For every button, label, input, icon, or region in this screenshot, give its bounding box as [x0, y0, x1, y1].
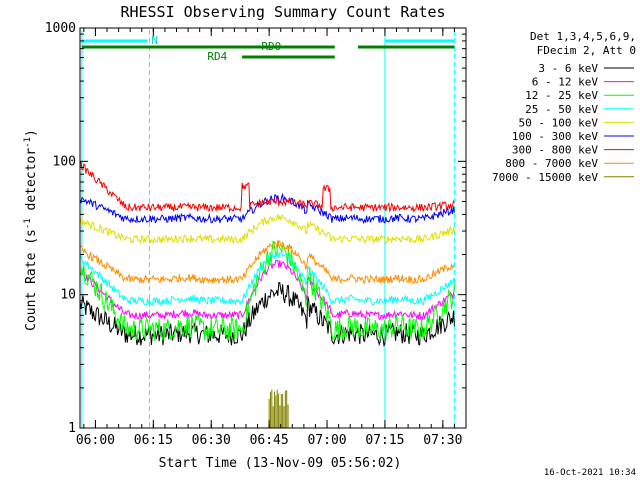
series-line [79, 282, 455, 348]
series-7000-15000 [268, 389, 289, 428]
legend-label: 800 - 7000 keV [505, 157, 598, 170]
x-tick-label: 06:15 [134, 433, 173, 448]
legend-header-2: FDecim 2, Att 0 [537, 44, 636, 57]
night-flag-label: N [151, 34, 158, 47]
y-tick-label: 1000 [45, 21, 76, 36]
plot-area [80, 28, 466, 428]
rd0-flag-label: RD0 [261, 40, 281, 53]
x-tick-label: 06:45 [250, 433, 289, 448]
y-axis-label-main: Count Rate (s [24, 229, 39, 331]
series-6 [79, 161, 455, 213]
series-line [79, 214, 455, 246]
legend-label: 50 - 100 keV [519, 116, 599, 129]
series-line [79, 240, 455, 285]
flag-bars: N RD0 RD4 [81, 34, 455, 63]
x-tick-label: 07:00 [307, 433, 346, 448]
series-1 [79, 259, 455, 321]
y-axis-label-end: ) [24, 129, 39, 137]
series-0 [79, 282, 455, 348]
night-markers [81, 30, 455, 428]
series-line [79, 192, 455, 225]
axes: 1 10 100 1000 06:00 06:15 06:30 06:45 07:00 07:15… [45, 21, 467, 448]
y-tick-label: 1 [68, 421, 76, 436]
series-line [79, 161, 455, 213]
series-line [79, 250, 455, 307]
x-tick-label: 07:15 [365, 433, 404, 448]
timestamp: 16-Oct-2021 10:34 [544, 468, 636, 478]
x-tick-label: 06:30 [192, 433, 231, 448]
rd4-flag-label: RD4 [207, 50, 227, 63]
series-line [79, 240, 455, 341]
y-axis-label: Count Rate (s-1 detector-1) [23, 129, 39, 331]
y-axis-label-mid: detector [24, 148, 39, 219]
series-layer [79, 161, 455, 428]
legend-label: 300 - 800 keV [512, 144, 598, 157]
legend-label: 3 - 6 keV [538, 62, 598, 75]
series-2 [79, 240, 455, 341]
series-line [79, 259, 455, 321]
y-axis-label-sup1: -1 [23, 218, 33, 229]
x-tick-label: 07:30 [423, 433, 462, 448]
series-7 [79, 240, 455, 285]
legend-label: 25 - 50 keV [525, 103, 598, 116]
x-tick-label: 06:00 [76, 433, 115, 448]
legend: Det 1,3,4,5,6,9, FDecim 2, Att 0 3 - 6 k… [492, 30, 636, 184]
legend-label: 12 - 25 keV [525, 89, 598, 102]
series-3 [79, 250, 455, 307]
legend-header-1: Det 1,3,4,5,6,9, [530, 30, 636, 43]
chart-title: RHESSI Observing Summary Count Rates [120, 3, 445, 21]
series-5 [79, 192, 455, 225]
legend-label: 7000 - 15000 keV [492, 171, 598, 184]
legend-label: 100 - 300 keV [512, 130, 598, 143]
series-4 [79, 214, 455, 246]
x-axis-label: Start Time (13-Nov-09 05:56:02) [159, 456, 402, 471]
plot-background [80, 28, 466, 428]
legend-label: 6 - 12 keV [532, 76, 599, 89]
y-tick-label: 100 [53, 154, 76, 169]
y-axis-label-sup2: -1 [23, 137, 33, 148]
plot-frame [79, 27, 467, 429]
y-tick-label: 10 [60, 288, 76, 303]
